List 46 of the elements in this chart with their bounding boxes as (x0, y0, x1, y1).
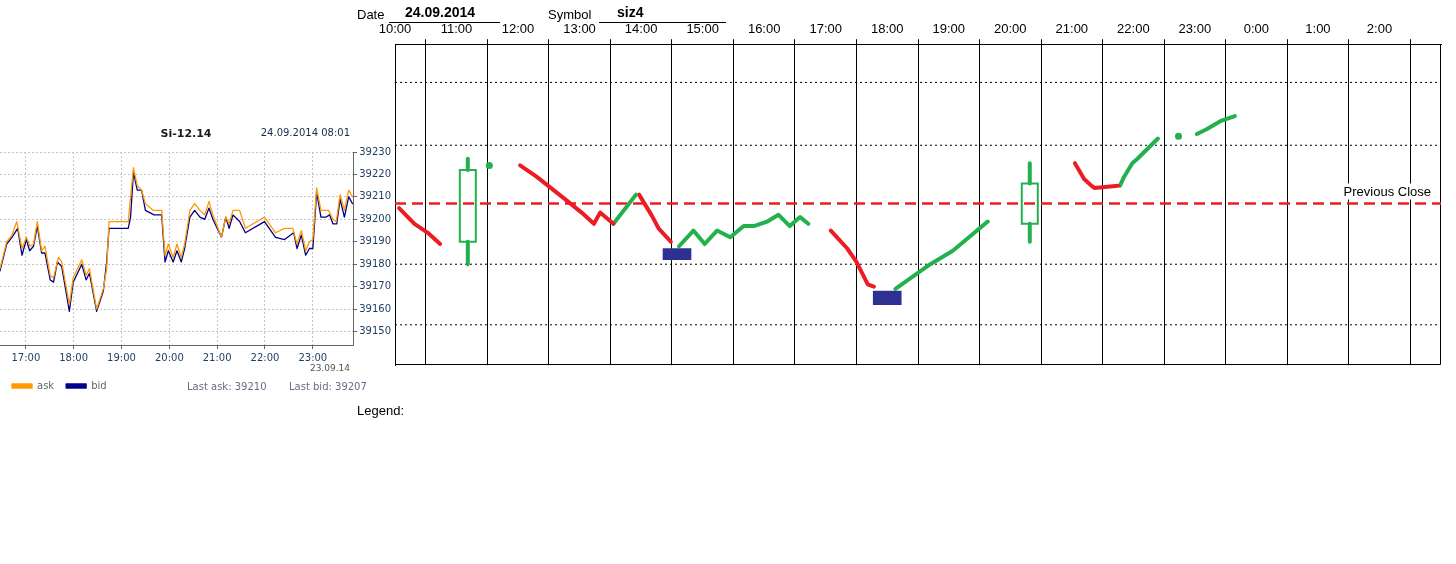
y-tick-label: 39220 (359, 168, 391, 180)
x-tick-label: 10:00 (378, 21, 412, 37)
x-tick-label: 17:00 (11, 351, 41, 363)
y-tick-label: 39160 (359, 302, 391, 314)
legend-label: ask (37, 379, 55, 391)
entry-field: 24.09.2014 (389, 3, 500, 23)
x-tick-label: 20:00 (994, 21, 1027, 37)
text: Date (357, 5, 385, 23)
x-tick-label: 0:00 (1243, 21, 1270, 37)
x-tick-label: 14:00 (624, 21, 658, 37)
y-tick-label: 39200 (359, 212, 391, 224)
x-tick-label: 2:00 (1366, 21, 1393, 37)
x-tick-label: 22:00 (1117, 21, 1150, 37)
x-tick-label: 19:00 (107, 351, 136, 363)
x-tick-label: 17:00 (809, 21, 842, 37)
y-tick-label: 39210 (359, 190, 391, 202)
y-tick-label: 39170 (359, 280, 391, 292)
text: Last bid: 39207 (289, 380, 367, 394)
chart-title: Si-12.14 (160, 125, 212, 141)
x-tick-label: 16:00 (747, 21, 781, 37)
x-tick-label: 21:00 (202, 351, 232, 363)
y-tick-label: 39150 (359, 325, 391, 337)
x-tick-label: 12:00 (501, 21, 535, 37)
text: 23.09.14 (309, 361, 350, 375)
x-tick-label: 20:00 (154, 351, 184, 363)
y-tick-label: 39190 (359, 235, 391, 247)
x-tick-label: 18:00 (59, 351, 89, 363)
x-tick-label: 18:00 (870, 21, 904, 37)
x-tick-label: 1:00 (1305, 21, 1331, 37)
ref-line-label: Previous Close (1343, 183, 1432, 199)
x-tick-label: 23:00 (298, 351, 328, 363)
x-tick-label: 23:00 (1178, 21, 1212, 37)
x-tick-label: 13:00 (563, 21, 596, 37)
x-tick-label: 21:00 (1055, 21, 1089, 37)
x-tick-label: 15:00 (686, 21, 719, 37)
legend-label: bid (91, 379, 107, 391)
y-tick-label: 39230 (359, 145, 391, 157)
x-tick-label: 22:00 (250, 351, 280, 363)
text: Last ask: 39210 (187, 380, 267, 394)
x-tick-label: 11:00 (440, 21, 473, 37)
text: Legend: (357, 401, 404, 419)
text: Symbol (548, 5, 592, 23)
x-tick-label: 19:00 (932, 21, 966, 37)
entry-field: siz4 (599, 3, 726, 23)
text: 24.09.2014 08:01 (260, 126, 350, 140)
y-tick-label: 39180 (359, 257, 391, 269)
